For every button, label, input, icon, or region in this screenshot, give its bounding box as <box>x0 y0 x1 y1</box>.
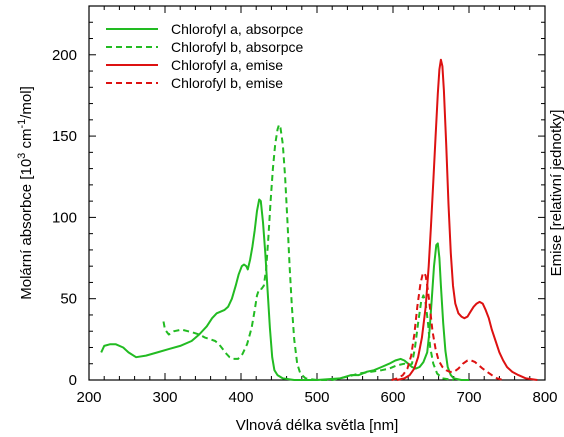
series-line <box>100 198 469 381</box>
x-tick-label: 600 <box>380 389 405 406</box>
x-tick-label: 300 <box>152 389 177 406</box>
y2-axis-label: Emise [relativní jednotky] <box>548 110 564 277</box>
x-tick-label: 700 <box>456 389 481 406</box>
legend-label: Chlorofyl a, emise <box>171 57 283 73</box>
x-tick-label: 400 <box>228 389 253 406</box>
series-line <box>396 58 538 381</box>
legend-label: Chlorofyl a, absorpce <box>171 21 304 37</box>
legend-label: Chlorofyl b, emise <box>171 75 283 91</box>
y-axis-label-sup2: -1 <box>16 119 28 129</box>
y-tick-label: 0 <box>69 372 77 389</box>
series-line <box>162 123 454 381</box>
y-axis-label-mid: cm <box>18 129 35 153</box>
x-tick-label: 200 <box>76 389 101 406</box>
legend-label: Chlorofyl b, absorpce <box>171 39 304 55</box>
axis-ticks <box>89 5 545 380</box>
y-tick-label: 100 <box>52 209 77 226</box>
y-axis-label: Molární absorbce [103 cm-1/mol] <box>16 86 35 300</box>
x-axis-label: Vlnová délka světla [nm] <box>236 417 399 434</box>
axis-tick-labels: 200 300 400 500 600 700 800 0 50 100 150 200 <box>52 47 558 406</box>
series-line <box>391 271 504 381</box>
y-axis-label-pre: Molární absorbce [10 <box>18 159 35 300</box>
x-tick-label: 500 <box>304 389 329 406</box>
y-tick-label: 50 <box>60 291 77 308</box>
y-tick-label: 150 <box>52 128 77 145</box>
x-tick-label: 800 <box>532 389 557 406</box>
y-axis-label-sup1: 3 <box>16 153 28 159</box>
plot-frame <box>88 5 546 381</box>
series-lines <box>100 58 538 381</box>
y-tick-label: 200 <box>52 47 77 64</box>
legend: Chlorofyl a, absorpce Chlorofyl b, absorp… <box>106 21 304 91</box>
y-axis-label-post: /mol] <box>18 86 35 119</box>
